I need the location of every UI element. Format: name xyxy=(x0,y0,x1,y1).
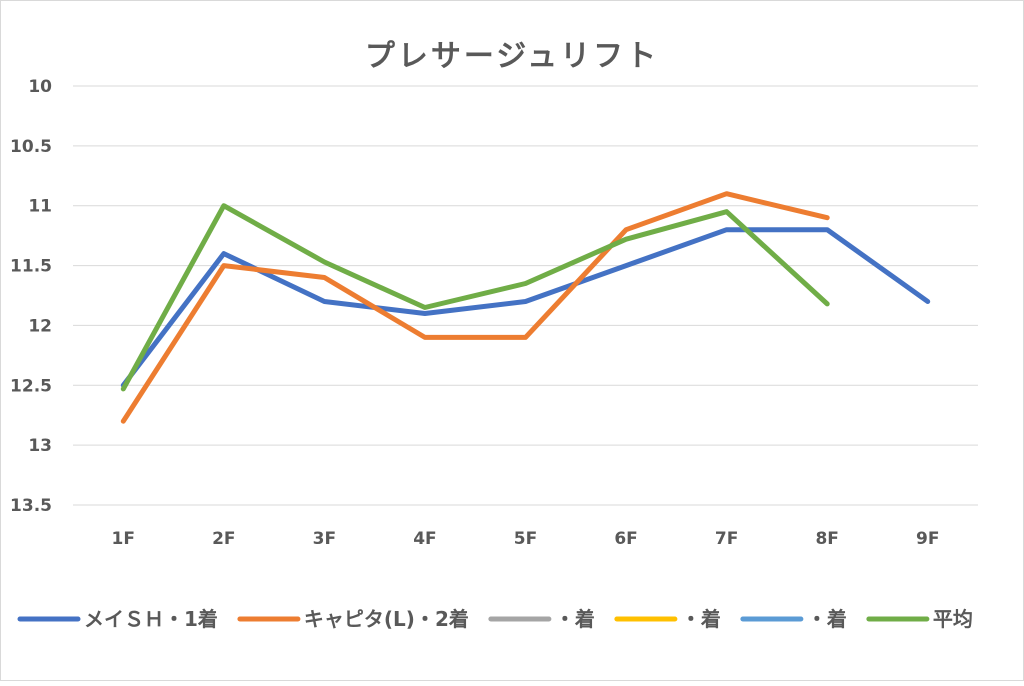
x-tick-label: 4F xyxy=(413,529,436,549)
y-tick-label: 10.5 xyxy=(10,137,52,157)
y-tick-label: 11.5 xyxy=(10,257,52,277)
legend: メイＳＨ・1着 キャピタ(L)・2着 ・着 ・着 ・着 平均 xyxy=(17,607,973,631)
x-tick-label: 7F xyxy=(715,529,738,549)
x-tick-label: 1F xyxy=(112,529,135,549)
legend-label: 平均 xyxy=(933,607,973,631)
x-tick-label: 6F xyxy=(614,529,637,549)
series-lines xyxy=(120,191,931,424)
chart-title: プレサージュリフト xyxy=(365,39,659,74)
x-axis-tick-labels: 1F 2F 3F 4F 5F 6F 7F 8F 9F xyxy=(112,529,940,549)
y-tick-label: 11 xyxy=(28,197,52,217)
legend-label: キャピタ(L)・2着 xyxy=(304,607,469,631)
legend-label: メイＳＨ・1着 xyxy=(84,607,218,631)
legend-label: ・着 xyxy=(807,607,847,631)
y-tick-label: 12 xyxy=(28,316,52,336)
x-tick-label: 2F xyxy=(212,529,235,549)
x-tick-label: 9F xyxy=(916,529,939,549)
series-line-5 xyxy=(120,203,830,392)
legend-label: ・着 xyxy=(555,607,595,631)
y-tick-label: 13.5 xyxy=(10,496,52,516)
y-tick-label: 13 xyxy=(28,436,52,456)
y-tick-label: 12.5 xyxy=(10,376,52,396)
y-axis-tick-labels: 10 10.5 11 11.5 12 12.5 13 13.5 xyxy=(10,77,52,516)
legend-label: ・着 xyxy=(681,607,721,631)
series-line-1 xyxy=(120,191,830,424)
x-tick-label: 3F xyxy=(313,529,336,549)
x-tick-label: 8F xyxy=(815,529,838,549)
x-tick-label: 5F xyxy=(514,529,537,549)
y-tick-label: 10 xyxy=(28,77,52,97)
